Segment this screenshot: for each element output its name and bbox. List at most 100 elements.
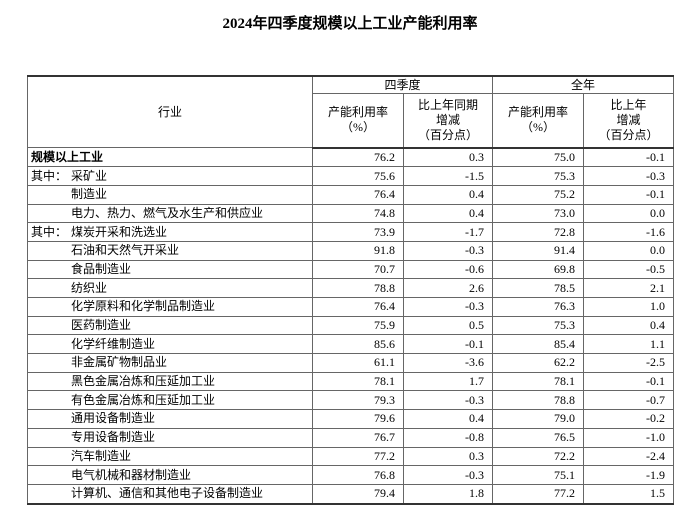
value-cell: -0.1 xyxy=(583,184,674,205)
table-row: 计算机、通信和其他电子设备制造业 79.4 1.8 77.2 1.5 xyxy=(27,483,674,505)
value-cell: 91.4 xyxy=(492,240,584,261)
table-row: 其中： 煤炭开采和洗选业 73.9 -1.7 72.8 -1.6 xyxy=(27,222,674,242)
header-row: 行业 四季度 全年 xyxy=(27,75,674,148)
value-cell: -3.6 xyxy=(403,353,493,373)
value-cell: -0.3 xyxy=(583,166,674,186)
table-body: 规模以上工业 76.2 0.3 75.0 -0.1 其中： 采矿业 75.6 -1.5 75.3-… xyxy=(27,146,674,505)
header-line: 增减 xyxy=(435,112,460,127)
industry-name: 化学原料和化学制品制造业 xyxy=(71,299,216,314)
value-cell: -0.3 xyxy=(403,240,493,261)
value-cell: 78.1 xyxy=(312,371,404,392)
value-cell: 73.0 xyxy=(492,203,584,224)
value-cell: 70.7 xyxy=(312,259,404,280)
value-cell: 0.3 xyxy=(403,146,493,168)
header-line: 产能利用率 xyxy=(327,105,388,120)
value-cell: -0.6 xyxy=(403,259,493,280)
industry-cell: 有色金属冶炼和压延加工业 xyxy=(27,390,313,411)
industry-name: 专用设备制造业 xyxy=(71,430,156,445)
industry-cell: 汽车制造业 xyxy=(27,446,313,467)
value-cell: 72.2 xyxy=(492,446,584,467)
industry-name: 汽车制造业 xyxy=(71,448,132,463)
industry-name: 黑色金属冶炼和压延加工业 xyxy=(71,374,216,389)
industry-cell: 非金属矿物制品业 xyxy=(27,353,313,373)
table-row: 非金属矿物制品业 61.1 -3.6 62.2 -2.5 xyxy=(27,353,674,373)
value-cell: 77.2 xyxy=(312,446,404,467)
table-row: 食品制造业 70.7 -0.6 69.8 -0.5 xyxy=(27,259,674,280)
header-line: （百分点） xyxy=(598,127,659,142)
value-cell: 76.4 xyxy=(312,184,404,205)
value-cell: 78.5 xyxy=(492,278,584,298)
value-cell: 79.3 xyxy=(312,390,404,411)
industry-name: 石油和天然气开采业 xyxy=(71,243,180,258)
table: 行业 四季度 全年 产能利用率 （%） 比上年同期 增减 （百分点） 产能利用率 （%） 比上年 增减… xyxy=(27,75,674,505)
value-cell: 75.0 xyxy=(492,146,584,168)
value-cell: 76.2 xyxy=(312,146,404,168)
industry-cell: 黑色金属冶炼和压延加工业 xyxy=(27,371,313,392)
industry-cell: 医药制造业 xyxy=(27,315,313,336)
industry-cell: 计算机、通信和其他电子设备制造业 xyxy=(27,483,313,505)
value-cell: -0.5 xyxy=(583,259,674,280)
table-row: 其中： 采矿业 75.6 -1.5 75.3 -0.3 xyxy=(27,166,674,186)
table-row: 医药制造业 75.9 0.5 75.3 0.4 xyxy=(27,315,674,336)
row-prefix: 其中： xyxy=(31,224,68,239)
industry-cell: 规模以上工业 xyxy=(27,146,313,168)
value-cell: 1.8 xyxy=(403,483,493,505)
table-row: 化学原料和化学制品制造业 76.4 -0.3 76.3 1.0 xyxy=(27,297,674,317)
value-cell: 78.8 xyxy=(492,390,584,411)
value-cell: 76.3 xyxy=(492,297,584,317)
table-row: 电力、热力、燃气及水生产和供应业 74.8 0.4 73.0 0.0 xyxy=(27,203,674,224)
value-cell: 72.8 xyxy=(492,222,584,242)
value-cell: 2.6 xyxy=(403,278,493,298)
value-cell: 0.0 xyxy=(583,240,674,261)
industry-name: 纺织业 xyxy=(71,280,108,295)
value-cell: 0.3 xyxy=(403,446,493,467)
value-cell: 0.4 xyxy=(583,315,674,336)
row-prefix: 其中： xyxy=(31,168,68,183)
industry-cell: 专用设备制造业 xyxy=(27,427,313,448)
value-cell: 75.1 xyxy=(492,465,584,485)
value-cell: -1.5 xyxy=(403,166,493,186)
value-cell: 78.1 xyxy=(492,371,584,392)
value-cell: -0.3 xyxy=(403,390,493,411)
table-row: 规模以上工业 76.2 0.3 75.0 -0.1 xyxy=(27,146,674,168)
header-row: 产能利用率 （%） 比上年同期 增减 （百分点） 产能利用率 （%） 比上年 增减 （百分点） xyxy=(28,93,674,149)
industry-name: 非金属矿物制品业 xyxy=(71,355,168,370)
value-cell: 61.1 xyxy=(312,353,404,373)
value-cell: -0.7 xyxy=(583,390,674,411)
value-cell: 1.0 xyxy=(583,297,674,317)
header-cell: 全年 xyxy=(492,75,674,95)
table-row: 专用设备制造业 76.7 -0.8 76.5 -1.0 xyxy=(27,427,674,448)
value-cell: -1.7 xyxy=(403,222,493,242)
industry-cell: 纺织业 xyxy=(27,278,313,298)
value-cell: 75.3 xyxy=(492,315,584,336)
value-cell: 0.4 xyxy=(403,203,493,224)
industry-name: 有色金属冶炼和压延加工业 xyxy=(71,392,216,407)
header-line: 产能利用率 xyxy=(507,105,568,120)
value-cell: -0.8 xyxy=(403,427,493,448)
value-cell: 76.7 xyxy=(312,427,404,448)
value-cell: -1.9 xyxy=(583,465,674,485)
industry-cell: 食品制造业 xyxy=(27,259,313,280)
value-cell: -0.1 xyxy=(583,371,674,392)
title: 2024年四季度规模以上工业产能利用率 xyxy=(222,16,478,32)
header-line: 比上年同期 xyxy=(417,97,478,112)
table-row: 汽车制造业 77.2 0.3 72.2 -2.4 xyxy=(27,446,674,467)
industry-name: 制造业 xyxy=(71,187,108,202)
value-cell: 0.0 xyxy=(583,203,674,224)
table-row: 纺织业 78.8 2.6 78.5 2.1 xyxy=(27,278,674,298)
value-cell: 0.4 xyxy=(403,409,493,429)
value-cell: 91.8 xyxy=(312,240,404,261)
industry-name: 规模以上工业 xyxy=(31,149,104,164)
table-row: 有色金属冶炼和压延加工业 79.3 -0.3 78.8 -0.7 xyxy=(27,390,674,411)
industry-name: 化学纤维制造业 xyxy=(71,336,156,351)
value-cell: 0.4 xyxy=(403,184,493,205)
industry-cell: 其中： 煤炭开采和洗选业 xyxy=(27,222,313,242)
industry-name: 食品制造业 xyxy=(71,261,132,276)
header-line: （%） xyxy=(521,120,555,135)
header-line: 比上年 xyxy=(610,97,647,112)
value-cell: -0.1 xyxy=(583,146,674,168)
industry-name: 煤炭开采和洗选业 xyxy=(71,224,168,239)
header-cell: 行业 xyxy=(27,75,313,148)
value-cell: 75.3 xyxy=(492,166,584,186)
value-cell: 79.4 xyxy=(312,483,404,505)
